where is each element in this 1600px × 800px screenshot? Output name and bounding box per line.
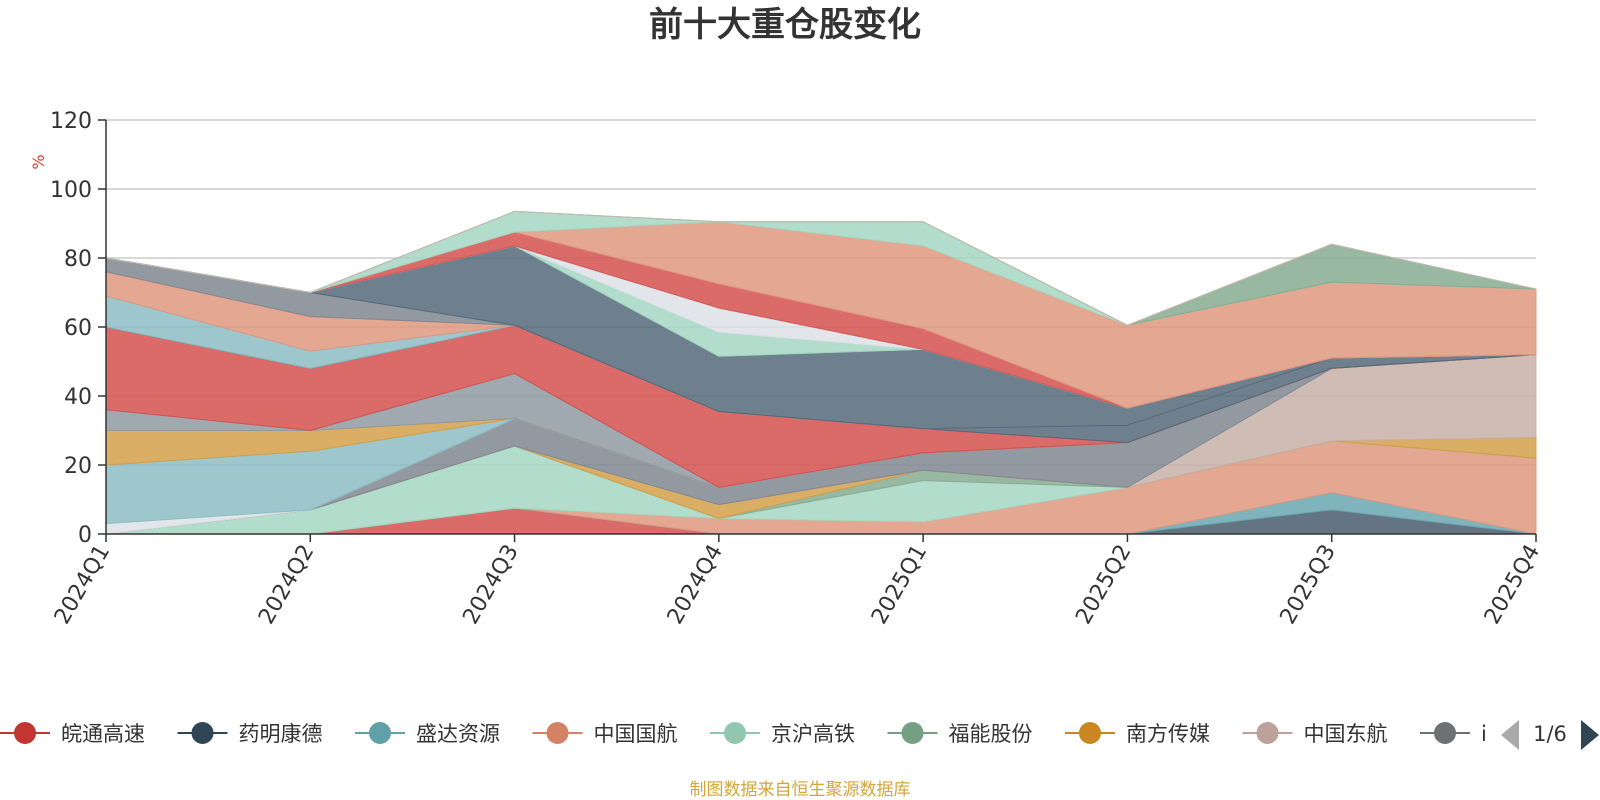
- x-tick-label: 2025Q1: [867, 541, 932, 629]
- y-tick-label: 80: [64, 247, 92, 272]
- legend-prev-page-icon[interactable]: [1501, 720, 1519, 750]
- y-tick-label: 60: [64, 316, 92, 341]
- y-tick-label: 0: [78, 523, 92, 548]
- legend-marker: [191, 722, 214, 744]
- area-series: [105, 210, 1537, 535]
- legend-item[interactable]: 中国国航: [532, 722, 678, 746]
- legend-marker: [901, 722, 924, 744]
- legend-marker: [1434, 722, 1456, 744]
- legend-label: i: [1481, 722, 1487, 746]
- x-tick-label: 2024Q4: [663, 541, 728, 629]
- legend[interactable]: 皖通高速 药明康德 盛达资源 中国国航 京沪高铁 福能股份 南方传媒 中国东航 i 1/6: [0, 720, 1599, 750]
- legend-item[interactable]: 药明康德: [177, 722, 323, 746]
- x-tick-label: 2025Q4: [1480, 541, 1545, 629]
- y-tick-label: 40: [64, 385, 92, 410]
- y-tick-label: 20: [64, 454, 92, 479]
- legend-item[interactable]: 京沪高铁: [710, 722, 855, 746]
- x-tick-label: 2024Q3: [458, 541, 523, 629]
- legend-item[interactable]: 盛达资源: [355, 722, 500, 746]
- x-tick-label: 2025Q2: [1071, 541, 1136, 629]
- legend-marker: [1256, 722, 1279, 744]
- legend-label: 盛达资源: [416, 722, 500, 746]
- legend-item[interactable]: i: [1420, 722, 1487, 746]
- legend-label: 药明康德: [239, 722, 323, 746]
- legend-marker: [724, 722, 746, 744]
- legend-label: 中国东航: [1304, 722, 1388, 746]
- y-axis-label: %: [29, 154, 48, 169]
- legend-label: 皖通高速: [61, 722, 145, 746]
- legend-label: 南方传媒: [1126, 722, 1210, 746]
- legend-marker: [546, 722, 569, 744]
- legend-next-page-icon[interactable]: [1581, 720, 1599, 750]
- legend-marker: [14, 722, 36, 744]
- legend-label: 京沪高铁: [771, 722, 855, 746]
- legend-item[interactable]: 南方传媒: [1065, 722, 1210, 746]
- legend-label: 中国国航: [594, 722, 678, 746]
- y-tick-label: 120: [50, 109, 92, 134]
- legend-marker: [1079, 722, 1101, 744]
- x-tick-label: 2024Q2: [254, 541, 319, 629]
- legend-item[interactable]: 福能股份: [887, 722, 1033, 746]
- y-tick-label: 100: [50, 178, 92, 203]
- data-source-note: 制图数据来自恒生聚源数据库: [690, 780, 911, 800]
- x-tick-label: 2025Q3: [1276, 541, 1341, 629]
- legend-label: 福能股份: [949, 722, 1033, 746]
- legend-item[interactable]: 中国东航: [1242, 722, 1388, 746]
- legend-marker: [369, 722, 391, 744]
- chart-title: 前十大重仓股变化: [649, 5, 921, 45]
- legend-page-indicator: 1/6: [1533, 722, 1567, 746]
- legend-item[interactable]: 皖通高速: [0, 722, 145, 746]
- area-other-r: [105, 210, 1537, 326]
- x-tick-label: 2024Q1: [50, 541, 115, 629]
